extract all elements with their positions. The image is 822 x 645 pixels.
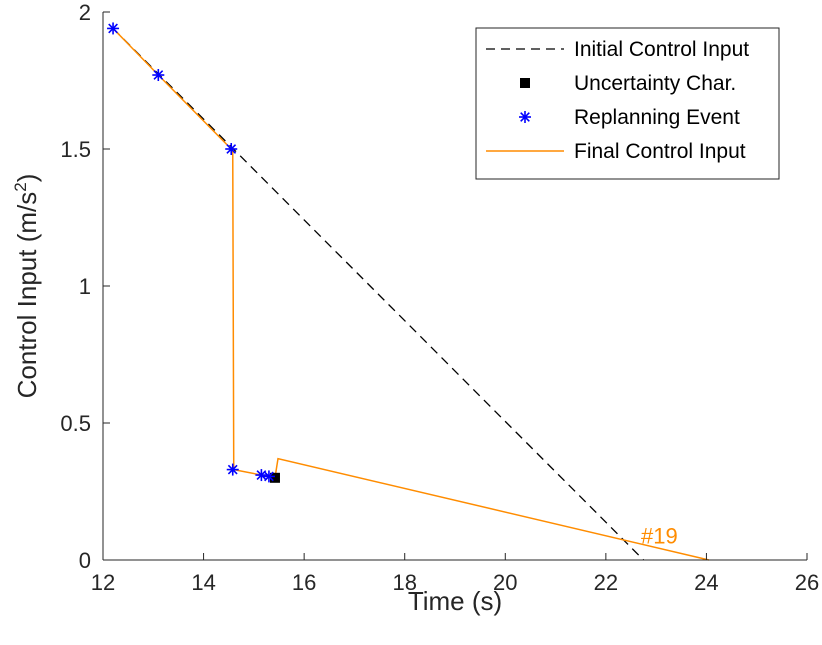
y-tick-label: 0 <box>79 548 91 573</box>
replanning-event-marker <box>262 470 275 483</box>
axes-layer: 12 14 16 18 20 22 24 26 0 0.5 1 1.5 2 Time (s) Control… <box>11 0 819 616</box>
legend-star-swatch <box>519 111 531 123</box>
legend-label: Replanning Event <box>574 106 740 129</box>
x-tick-label: 16 <box>292 570 316 595</box>
legend-square-swatch <box>520 78 530 88</box>
x-tick-label: 18 <box>392 570 416 595</box>
x-tick-label: 12 <box>91 570 115 595</box>
x-tick-label: 26 <box>795 570 819 595</box>
x-axis-label: Time (s) <box>408 586 502 616</box>
y-tick-label: 1.5 <box>60 137 91 162</box>
y-tick-label: 2 <box>79 0 91 25</box>
legend-label: Initial Control Input <box>574 38 749 61</box>
replanning-event-marker <box>226 463 239 476</box>
replanning-event-marker <box>107 22 120 35</box>
legend-label: Final Control Input <box>574 140 746 163</box>
x-tick-label: 20 <box>493 570 517 595</box>
legend-item: Initial Control Input <box>486 38 749 61</box>
x-tick-label: 14 <box>191 570 215 595</box>
x-tick-label: 22 <box>594 570 618 595</box>
legend-box <box>475 27 780 180</box>
replanning-event-marker <box>255 469 268 482</box>
x-tick-label: 24 <box>694 570 718 595</box>
replanning-event-marker <box>225 143 238 155</box>
y-tick-label: 1 <box>79 274 91 299</box>
y-tick-label: 0.5 <box>60 411 91 436</box>
replanning-event-marker <box>152 69 165 82</box>
legend-item: Uncertainty Char. <box>520 72 736 95</box>
annotation-label: #19 <box>641 524 678 549</box>
legend-label: Uncertainty Char. <box>574 72 736 95</box>
uncertainty-char-marker <box>269 472 280 483</box>
legend: Initial Control Input Uncertainty Char. Re… <box>475 27 780 180</box>
initial-control-input-line <box>112 27 645 561</box>
legend-item: Replanning Event <box>519 106 740 129</box>
legend-item: Final Control Input <box>486 140 746 163</box>
y-axis-label: Control Input (m/s2) <box>11 174 42 399</box>
series-layer: #19 <box>107 22 710 561</box>
